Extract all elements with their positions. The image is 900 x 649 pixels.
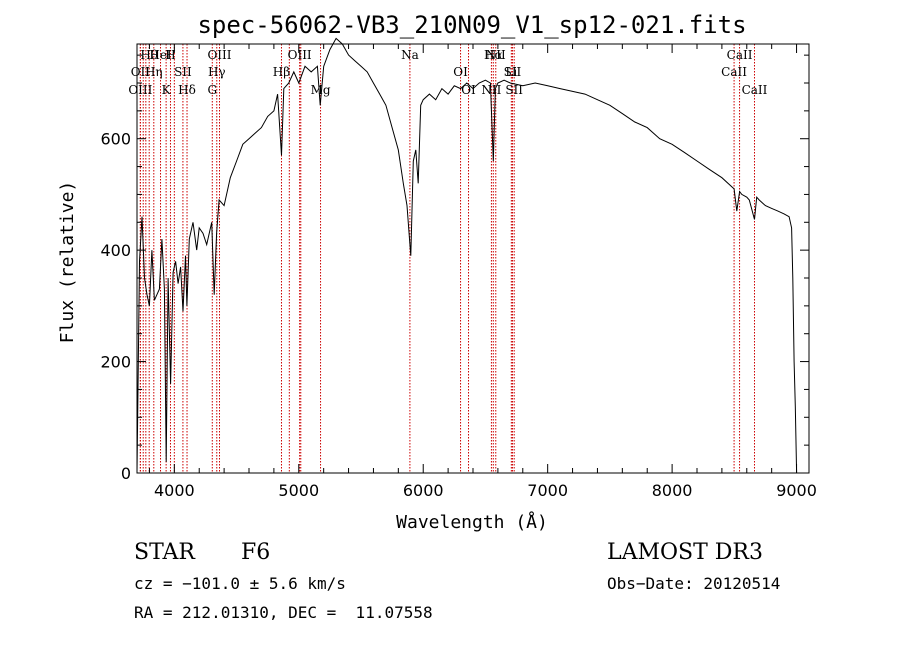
line-label: CaII xyxy=(742,83,768,97)
survey-name: LAMOST DR3 xyxy=(607,540,763,565)
spectrum-chart: spec-56062-VB3_210N09_V1_sp12-021.fits H… xyxy=(57,11,817,533)
line-label: CaII xyxy=(721,65,747,79)
line-label: OIII xyxy=(128,83,152,97)
axis-tick-labels: 4000 5000 6000 7000 8000 9000 0 200 400 600 xyxy=(100,130,816,500)
x-tick-label: 6000 xyxy=(403,481,444,500)
y-tick-label: 400 xyxy=(100,241,131,260)
line-label: SII xyxy=(504,65,522,79)
line-label: Hδ xyxy=(178,83,196,97)
line-label: Hη xyxy=(145,65,163,79)
line-label: CaII xyxy=(727,48,753,62)
line-label: OIII xyxy=(288,48,312,62)
observation-date: Obs−Date: 20120514 xyxy=(607,574,781,593)
emission-line-labels: Hθ OII OIII HeI Hη K H SII Hδ OIII Hγ G OIII Hβ Mg Na OI… xyxy=(128,48,767,97)
y-tick-label: 0 xyxy=(121,464,131,483)
line-label: Li xyxy=(505,65,517,79)
line-label: Hγ xyxy=(208,65,226,79)
line-label: Mg xyxy=(311,83,331,97)
line-label: HeI xyxy=(149,48,172,62)
chart-title: spec-56062-VB3_210N09_V1_sp12-021.fits xyxy=(197,11,746,39)
object-subclass: F6 xyxy=(241,540,271,565)
x-tick-label: 5000 xyxy=(278,481,319,500)
axis-ticks xyxy=(137,44,809,474)
line-label: NII xyxy=(486,48,506,62)
plot-frame xyxy=(136,43,810,474)
x-tick-label: 7000 xyxy=(527,481,568,500)
line-label: NII xyxy=(481,83,501,97)
x-axis-label: Wavelength (Å) xyxy=(396,511,548,533)
line-label: K xyxy=(162,83,172,97)
line-label: OIII xyxy=(207,48,231,62)
line-label: Hβ xyxy=(273,65,290,79)
emission-line-markers xyxy=(139,44,755,473)
x-tick-label: 9000 xyxy=(776,481,817,500)
line-label: SII xyxy=(174,65,192,79)
line-label: OI xyxy=(453,65,468,79)
line-label: Hθ xyxy=(140,48,158,62)
x-tick-label: 4000 xyxy=(154,481,195,500)
line-label: OII xyxy=(131,65,151,79)
line-label: OI xyxy=(461,83,476,97)
object-class: STAR xyxy=(134,540,195,565)
coordinates: RA = 212.01310, DEC = 11.07558 xyxy=(134,603,433,622)
y-tick-label: 600 xyxy=(100,130,131,149)
x-tick-label: 8000 xyxy=(652,481,693,500)
line-label: SII xyxy=(505,83,523,97)
redshift-cz: cz = −101.0 ± 5.6 km/s xyxy=(134,574,346,593)
spectrum-series-line xyxy=(136,37,798,474)
line-label: G xyxy=(207,83,217,97)
y-tick-label: 200 xyxy=(100,353,131,372)
line-label: Hα xyxy=(484,48,503,62)
line-label: Na xyxy=(401,48,419,62)
line-label: H xyxy=(165,48,175,62)
y-axis-label: Flux (relative) xyxy=(57,181,78,344)
